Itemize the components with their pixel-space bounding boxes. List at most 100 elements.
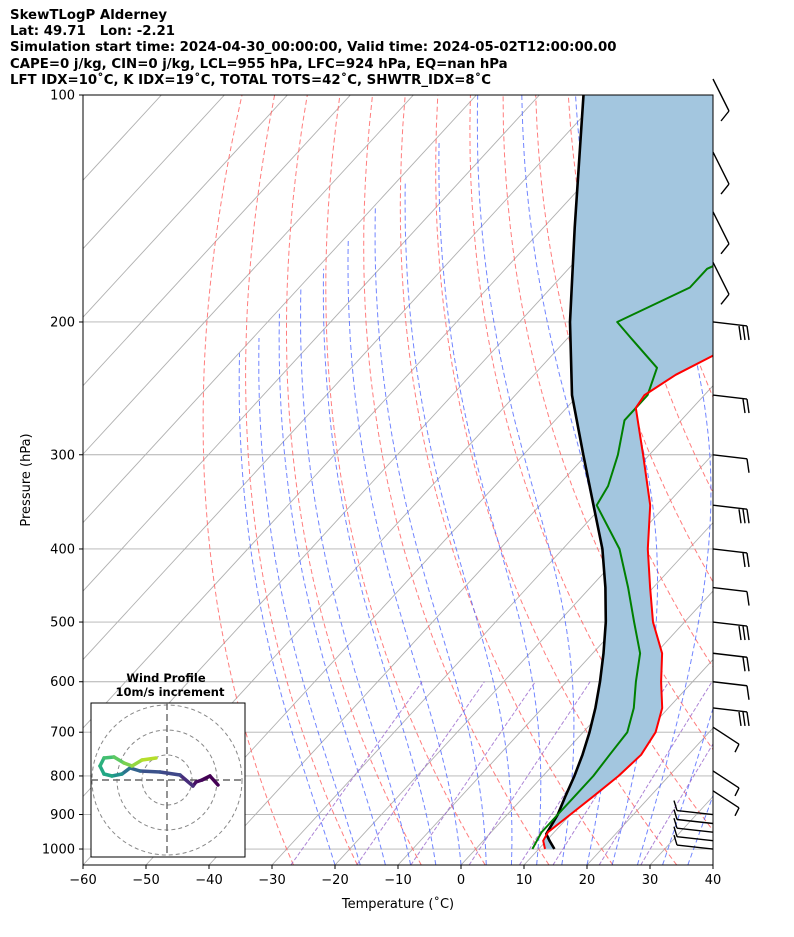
axes: −60 −50 −40 −30 −20 −10 0 10 20 30 40 100 200 300 400 5… xyxy=(42,89,721,889)
moist-adiabat xyxy=(322,268,437,865)
hodograph-segment xyxy=(138,769,162,774)
x-tick-label: 0 xyxy=(457,873,465,888)
mixing-ratio-line xyxy=(290,681,423,865)
plot-area xyxy=(83,95,794,865)
moist-adiabat xyxy=(258,337,361,865)
y-tick-label: 800 xyxy=(50,769,75,784)
convective-parameters: CAPE=0 j/kg, CIN=0 j/kg, LCL=955 hPa, LF… xyxy=(10,57,508,72)
wind-barb xyxy=(712,770,740,797)
cin-shading xyxy=(543,95,713,849)
wind-barb xyxy=(712,151,730,195)
x-tick-label: 10 xyxy=(516,873,533,888)
x-tick-label: −10 xyxy=(384,873,411,888)
hodograph-segment xyxy=(130,758,144,768)
x-tick-label: −20 xyxy=(321,873,348,888)
dry-adiabat xyxy=(469,95,713,832)
wind-barb xyxy=(673,826,714,842)
moist-adiabat xyxy=(521,95,613,865)
y-tick-label: 400 xyxy=(50,542,75,557)
wind-barb xyxy=(712,652,750,672)
wind-barb xyxy=(673,800,714,816)
y-axis-label: Pressure (hPa) xyxy=(19,433,34,526)
y-tick-label: 700 xyxy=(50,726,75,741)
wind-profile-inset: Wind Profile 10m/s increment xyxy=(90,671,246,858)
wind-barb xyxy=(673,834,714,850)
dry-adiabat xyxy=(732,95,794,865)
isotherm-line xyxy=(83,95,414,455)
dry-adiabat xyxy=(286,95,422,865)
y-tick-label: 600 xyxy=(50,675,75,690)
isotherm-line xyxy=(460,590,713,865)
wind-barb xyxy=(712,394,750,414)
dry-adiabat xyxy=(325,95,486,865)
y-tick-label: 1000 xyxy=(42,843,75,858)
isotherm-line xyxy=(271,384,713,865)
wind-barb xyxy=(673,818,714,833)
isotherm-line xyxy=(776,95,794,865)
mixing-ratio-line xyxy=(356,681,485,865)
isotherm-line xyxy=(83,95,666,729)
y-tick-label: 900 xyxy=(50,808,75,823)
isotherm-line xyxy=(83,95,225,250)
wind-barb xyxy=(712,261,730,305)
isotherm-line xyxy=(334,453,713,865)
hodograph-segment xyxy=(112,755,126,765)
stability-indices: LFT IDX=10˚C, K IDX=19˚C, TOTAL TOTS=42˚… xyxy=(10,73,492,88)
isotherm-line xyxy=(83,95,351,387)
x-tick-label: 20 xyxy=(579,873,596,888)
dewpoint-line xyxy=(531,265,713,850)
moist-adiabat xyxy=(404,180,513,865)
wind-barb xyxy=(712,681,750,700)
wind-barbs xyxy=(673,78,750,850)
y-tick-label: 100 xyxy=(50,89,75,104)
moist-adiabat xyxy=(238,353,336,865)
isotherm-line xyxy=(712,864,713,865)
wind-barb xyxy=(712,211,730,255)
x-tick-label: −50 xyxy=(132,873,159,888)
temperature-line xyxy=(542,354,713,850)
moist-adiabat xyxy=(278,313,386,865)
dry-adiabat xyxy=(399,95,614,865)
wind-barb xyxy=(712,454,750,473)
isotherm-line xyxy=(208,316,713,865)
chart-title: SkewTLogP Alderney xyxy=(10,8,168,23)
x-tick-label: −30 xyxy=(258,873,285,888)
x-tick-label: −60 xyxy=(69,873,96,888)
moist-adiabat xyxy=(712,863,713,865)
dry-adiabat xyxy=(245,95,358,865)
y-tick-label: 500 xyxy=(50,616,75,631)
isotherm-line xyxy=(397,521,713,865)
wind-barb xyxy=(712,548,750,568)
inset-title: Wind Profile xyxy=(126,671,206,685)
wind-barb xyxy=(712,707,750,727)
wind-barb xyxy=(712,78,730,122)
moist-adiabat xyxy=(636,95,712,865)
dry-adiabat xyxy=(363,95,550,865)
y-tick-label: 300 xyxy=(50,448,75,463)
wind-barb xyxy=(712,790,740,817)
moist-adiabat xyxy=(438,140,542,865)
x-tick-label: 40 xyxy=(705,873,722,888)
inset-subtitle: 10m/s increment xyxy=(116,685,225,699)
isotherm-line xyxy=(586,727,713,865)
moist-adiabat xyxy=(374,205,487,865)
isotherm-line xyxy=(83,95,288,318)
wind-barb xyxy=(712,321,750,341)
simulation-times: Simulation start time: 2024-04-30_00:00:… xyxy=(10,40,617,55)
isotherm-line xyxy=(83,95,603,661)
hodograph-segment xyxy=(178,773,195,788)
dry-adiabat xyxy=(502,95,713,751)
mixing-ratio-line xyxy=(410,681,536,865)
x-tick-label: 30 xyxy=(642,873,659,888)
isotherm-line xyxy=(145,248,713,865)
wind-barb xyxy=(712,621,750,641)
parcel-profile-line xyxy=(544,95,608,850)
hodograph-segment xyxy=(140,756,158,762)
moist-adiabat xyxy=(476,95,575,865)
isotherm-line xyxy=(83,95,477,524)
wind-barb xyxy=(712,504,750,524)
isotherm-line xyxy=(83,95,540,592)
hodograph-segment xyxy=(158,770,182,777)
